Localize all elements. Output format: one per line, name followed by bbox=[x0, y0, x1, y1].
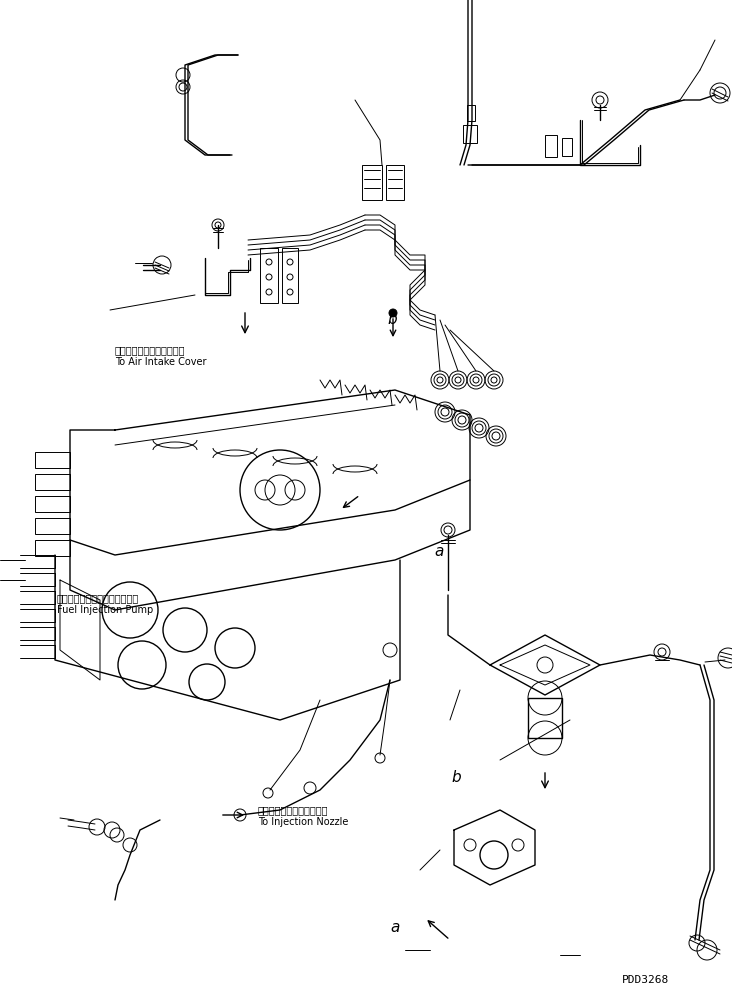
Text: To Injection Nozzle: To Injection Nozzle bbox=[258, 817, 348, 827]
Circle shape bbox=[389, 309, 397, 317]
Text: フェルインジェクションポンプ: フェルインジェクションポンプ bbox=[57, 593, 139, 603]
Bar bbox=[528, 698, 562, 738]
Bar bbox=[260, 248, 278, 303]
Bar bbox=[35, 518, 70, 534]
Text: b: b bbox=[387, 312, 397, 327]
Bar bbox=[282, 248, 298, 303]
Bar bbox=[467, 105, 475, 121]
Bar bbox=[562, 138, 572, 156]
Text: a: a bbox=[390, 920, 400, 935]
Bar bbox=[386, 165, 404, 200]
Text: インジェクションノズルへ: インジェクションノズルへ bbox=[258, 805, 329, 815]
Bar bbox=[463, 125, 477, 143]
Bar bbox=[362, 165, 382, 200]
Text: a: a bbox=[434, 544, 444, 559]
Bar bbox=[35, 540, 70, 556]
Text: エアーインテークカバーへ: エアーインテークカバーへ bbox=[115, 345, 185, 355]
Bar bbox=[545, 135, 557, 157]
Text: To Air Intake Cover: To Air Intake Cover bbox=[115, 357, 206, 367]
Bar bbox=[35, 496, 70, 512]
Text: b: b bbox=[451, 770, 460, 785]
Bar bbox=[35, 474, 70, 490]
Text: Fuel Injection Pump: Fuel Injection Pump bbox=[57, 605, 153, 615]
Bar bbox=[35, 452, 70, 468]
Text: PDD3268: PDD3268 bbox=[622, 975, 669, 985]
